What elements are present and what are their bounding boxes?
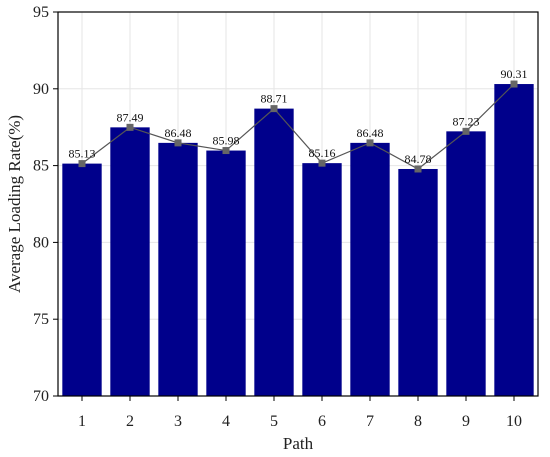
- x-tick-label: 9: [462, 413, 470, 430]
- bar-path-7: [350, 142, 390, 396]
- data-label: 90.31: [501, 67, 528, 81]
- bar-path-8: [398, 168, 438, 396]
- x-tick-label: 10: [506, 413, 522, 430]
- y-tick-label: 95: [33, 4, 49, 21]
- bar-path-10: [494, 84, 534, 397]
- marker-path-8: [414, 165, 422, 173]
- x-tick-label: 2: [126, 413, 134, 430]
- bar-path-6: [302, 163, 342, 396]
- data-label: 85.13: [69, 147, 96, 161]
- bar-path-4: [206, 150, 246, 396]
- y-tick-label: 70: [33, 388, 49, 405]
- data-label: 86.48: [165, 126, 192, 140]
- plot-frame: [57, 11, 539, 397]
- y-axis-ticks: 70 75 80 85 90 95: [33, 4, 58, 405]
- y-tick-label: 85: [33, 158, 49, 175]
- y-tick-label: 75: [33, 311, 49, 328]
- x-tick-label: 4: [222, 413, 230, 430]
- bar-path-5: [254, 108, 294, 396]
- data-label: 87.49: [117, 110, 144, 124]
- data-label: 85.16: [309, 146, 336, 160]
- x-tick-label: 3: [174, 413, 182, 430]
- y-axis-title: Average Loading Rate(%): [5, 115, 24, 293]
- markers: [78, 80, 518, 173]
- bar-path-1: [62, 163, 102, 396]
- marker-path-5: [270, 105, 278, 113]
- bar-path-9: [446, 131, 486, 396]
- x-tick-label: 6: [318, 413, 326, 430]
- marker-path-4: [222, 147, 230, 155]
- marker-path-9: [462, 127, 470, 135]
- marker-path-3: [174, 139, 182, 147]
- x-tick-label: 7: [366, 413, 374, 430]
- x-tick-label: 8: [414, 413, 422, 430]
- x-tick-label: 5: [270, 413, 278, 430]
- series-line: [81, 83, 515, 170]
- x-tick-label: 1: [78, 413, 86, 430]
- data-label: 88.71: [261, 92, 288, 106]
- bars: [62, 84, 534, 397]
- data-label: 84.78: [405, 152, 432, 166]
- marker-path-2: [126, 123, 134, 131]
- trend-line: [81, 83, 515, 170]
- data-label: 86.48: [357, 126, 384, 140]
- bar-path-3: [158, 142, 198, 396]
- marker-path-7: [366, 139, 374, 147]
- x-axis-ticks: 1 2 3 4 5 6 7 8 9 10: [78, 396, 522, 430]
- marker-path-10: [510, 80, 518, 88]
- x-axis-title: Path: [283, 434, 314, 453]
- y-tick-label: 80: [33, 234, 49, 251]
- data-label: 87.23: [453, 114, 480, 128]
- marker-path-6: [318, 159, 326, 167]
- data-label: 85.98: [213, 134, 240, 148]
- bar-path-2: [110, 127, 150, 396]
- marker-path-1: [78, 160, 86, 168]
- y-tick-label: 90: [33, 81, 49, 98]
- data-labels: 85.13 87.49 86.48 85.98 88.71 85.16 86.48 84.78…: [69, 67, 528, 166]
